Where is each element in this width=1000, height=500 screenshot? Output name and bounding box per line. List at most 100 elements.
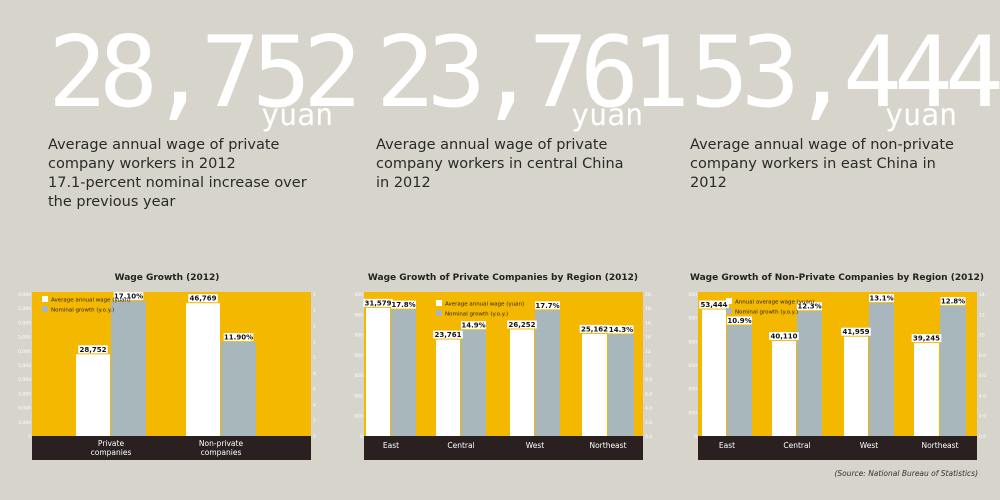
stat-central-private-wage: 23,761 yuan Average annual wage of priva…: [376, 18, 690, 218]
growth-label-box: [869, 294, 894, 303]
growth-label-box: [113, 292, 144, 301]
wage-label-box: [579, 324, 610, 333]
right-tick-label: 0.00%: [313, 434, 316, 440]
plot-area: [32, 292, 311, 436]
wage-data-label: 23,761: [434, 331, 461, 339]
left-tick-label: 20,000: [688, 387, 697, 393]
bar-growth: [869, 303, 894, 436]
left-tick-label: 30,000: [354, 312, 363, 318]
wage-data-label: 46,769: [189, 295, 216, 303]
legend-label-growth: Nominal growth (y.o.y.): [51, 308, 114, 314]
growth-label-box: [391, 300, 416, 309]
right-tick-label: 10.00%: [979, 333, 986, 339]
left-tick-label: 5,000: [354, 414, 363, 420]
axis-band: [698, 436, 977, 460]
growth-data-label: 12.3%: [797, 303, 821, 311]
right-tick-label: 2.00%: [979, 414, 986, 420]
growth-data-label: 10.9%: [727, 317, 751, 325]
legend-swatch-growth: [42, 306, 48, 312]
wage-data-label: 25,162: [581, 325, 608, 333]
right-tick-label: 16.00%: [645, 320, 652, 326]
axis-band: [364, 436, 643, 460]
legend-label-growth: Nominal growth (y.o.y.): [445, 312, 508, 318]
legend-label-growth: Nominal growth (y.o.y.): [735, 310, 798, 316]
desc-line: 17.1-percent nominal increase over: [48, 175, 307, 191]
legend-swatch-wage: [42, 296, 48, 302]
chart-svg: Wage Growth of Non-Private Companies by …: [688, 273, 986, 460]
left-tick-label: 10,000: [18, 406, 31, 412]
category-label: West: [860, 441, 878, 450]
right-tick-label: 6.00%: [979, 373, 986, 379]
left-tick-label: 50,000: [688, 316, 697, 322]
left-tick-label: 0: [694, 434, 697, 440]
chart-title: Wage Growth of Private Companies by Regi…: [368, 273, 638, 283]
stat-private-wage: 28,752 yuan Average annual wage of priva…: [48, 18, 362, 218]
growth-data-label: 17.10%: [114, 293, 143, 301]
unit-label: yuan: [261, 98, 334, 133]
bar-wage: [772, 341, 796, 436]
stat-description: Average annual wage of non-private compa…: [690, 136, 990, 193]
left-tick-label: 25,000: [18, 363, 31, 369]
left-tick-label: 10,000: [688, 410, 697, 416]
source-note: (Source: National Bureau of Statistics): [834, 469, 978, 478]
unit-label: yuan: [885, 98, 958, 133]
left-tick-label: 40,000: [688, 339, 697, 345]
right-tick-label: 20.00%: [645, 292, 652, 298]
wage-label-box: [188, 294, 218, 303]
chart-svg: Wage Growth (2012) 50,000 45,000 40,000 35,0…: [18, 273, 316, 460]
chart-title: Wage Growth of Non-Private Companies by …: [690, 273, 984, 283]
bar-wage: [76, 354, 110, 436]
left-tick-label: 40,000: [18, 320, 31, 326]
legend-label-wage: Average annual wage (yuan): [51, 298, 130, 304]
growth-data-label: 13.1%: [869, 295, 893, 303]
right-tick-label: 2.00%: [313, 418, 316, 424]
left-tick-label: 25,000: [354, 333, 363, 339]
legend-label-wage: Annual average wage (yuan): [735, 300, 815, 306]
wage-label-box: [769, 332, 799, 341]
desc-line: company workers in east China in: [690, 156, 936, 172]
growth-label-box: [535, 301, 560, 310]
left-tick-label: 30,000: [688, 363, 697, 369]
right-tick-label: 0.00%: [979, 434, 986, 440]
category-label: West: [526, 441, 544, 450]
left-tick-label: 5,000: [18, 420, 31, 426]
wage-label-box: [78, 345, 108, 354]
big-number: 28,752: [48, 16, 362, 130]
left-tick-label: 35,000: [18, 335, 31, 341]
legend-swatch-growth: [726, 308, 732, 314]
growth-data-label: 17.7%: [535, 302, 559, 310]
big-number: 53,444: [690, 16, 1000, 130]
category-label: Private companies: [91, 439, 132, 457]
left-tick-label: 0: [360, 434, 363, 440]
stat-description: Average annual wage of private company w…: [48, 136, 348, 212]
wage-data-label: 28,752: [79, 346, 106, 354]
left-tick-label: 10,000: [354, 393, 363, 399]
right-tick-label: 12.00%: [645, 349, 652, 355]
bar-wage: [366, 307, 390, 436]
desc-line: Average annual wage of private: [376, 137, 608, 153]
chart-title: Wage Growth (2012): [115, 273, 220, 283]
growth-label-box: [727, 316, 752, 325]
bar-growth: [461, 330, 486, 436]
chart-svg: Wage Growth of Private Companies by Regi…: [354, 273, 652, 460]
growth-label-box: [608, 325, 634, 334]
category-label: Northeast: [921, 441, 958, 450]
wage-label-box: [911, 334, 942, 343]
left-tick-label: 45,000: [18, 306, 31, 312]
wage-label-box: [363, 298, 393, 307]
chart-private-by-region: Wage Growth of Private Companies by Regi…: [354, 266, 652, 466]
right-tick-label: 14.00%: [645, 335, 652, 341]
growth-data-label: 11.90%: [224, 334, 253, 342]
wage-data-label: 53,444: [700, 301, 727, 309]
right-tick-label: 10.00%: [313, 355, 316, 361]
bar-growth: [391, 309, 416, 436]
left-tick-label: 50,000: [18, 292, 31, 298]
chart-wage-growth: Wage Growth (2012) 50,000 45,000 40,000 35,0…: [18, 266, 316, 466]
wage-label-box: [841, 327, 871, 336]
right-tick-label: 8.00%: [645, 377, 652, 383]
category-label: Non-private companies: [199, 439, 244, 457]
category-label: Central: [447, 441, 474, 450]
bar-wage: [186, 303, 220, 436]
desc-line: in 2012: [376, 175, 431, 191]
bar-growth: [608, 334, 634, 436]
